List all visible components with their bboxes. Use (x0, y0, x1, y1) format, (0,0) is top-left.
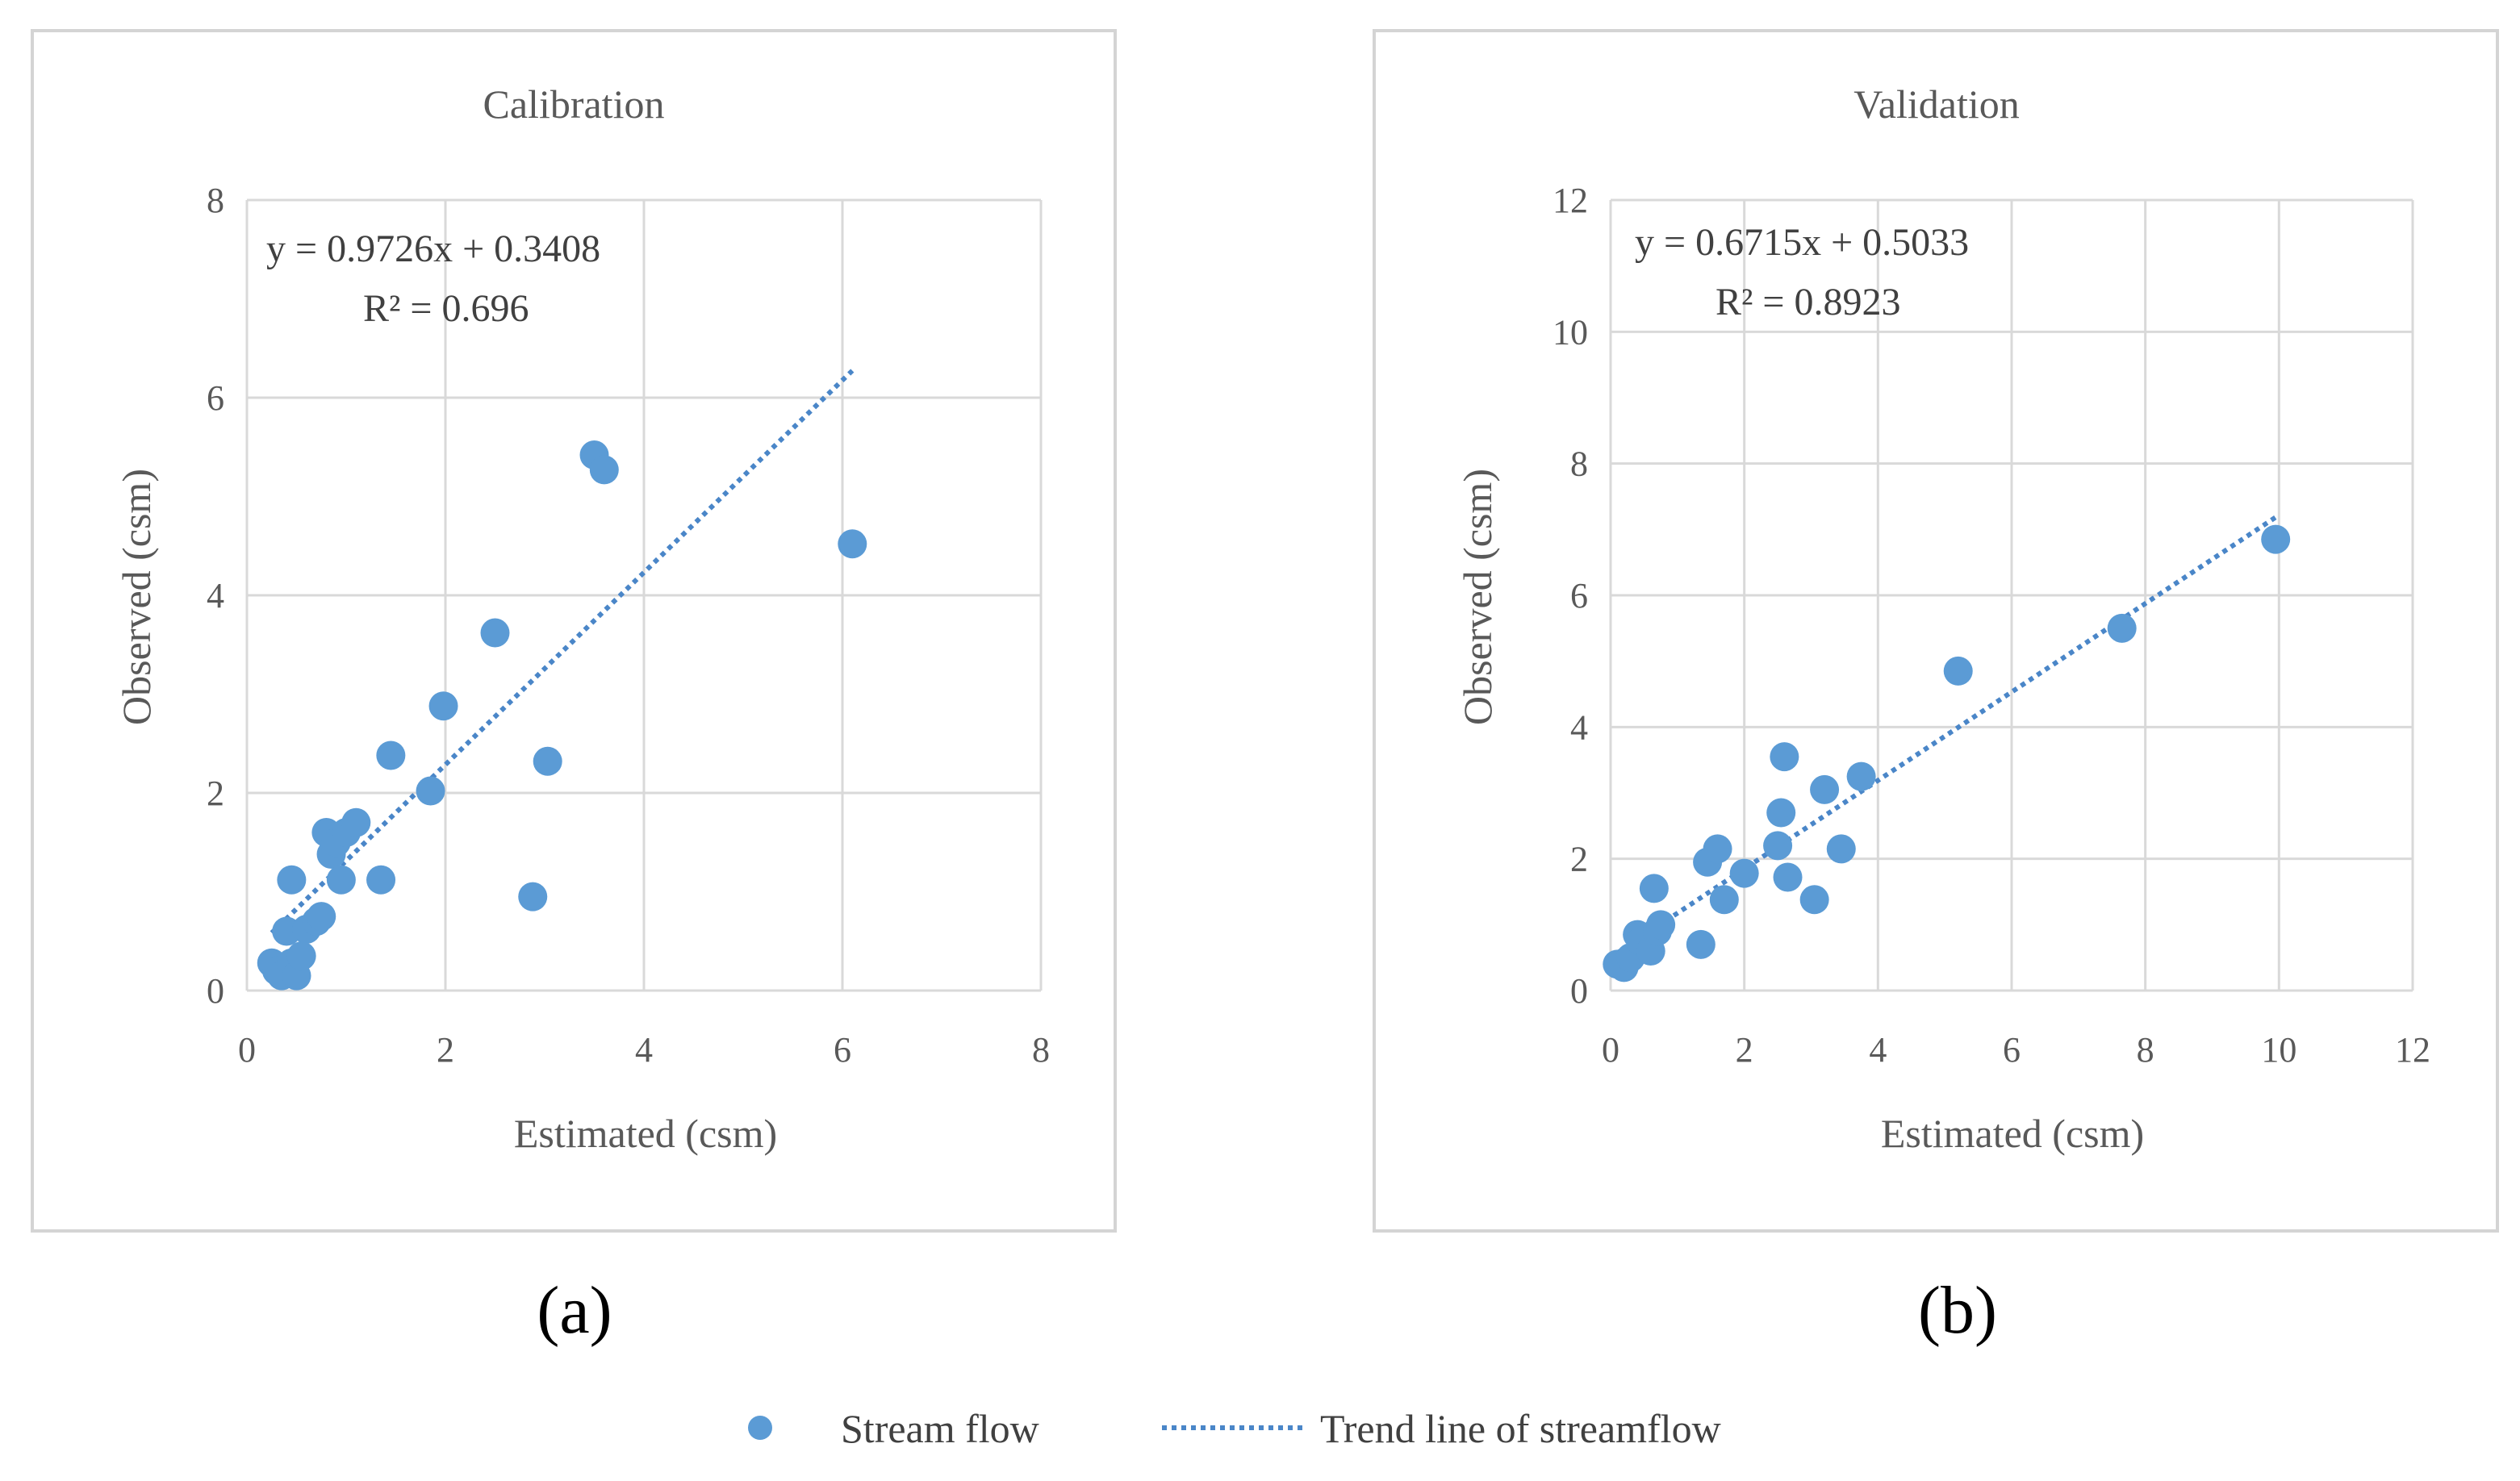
x-axis-title: Estimated (csm) (514, 1111, 777, 1156)
legend-point-marker (748, 1416, 772, 1440)
chart-title: Validation (1853, 81, 2020, 127)
data-point (1763, 831, 1793, 861)
y-tick-label: 6 (207, 378, 224, 418)
x-tick-label: 4 (635, 1030, 653, 1070)
data-point (518, 882, 548, 912)
data-point (589, 455, 619, 485)
data-point (1773, 862, 1803, 892)
data-point (1729, 858, 1759, 888)
x-tick-label: 0 (1602, 1030, 1619, 1070)
equation-label: y = 0.9726x + 0.3408 (266, 227, 600, 270)
data-point (1770, 742, 1799, 772)
y-tick-label: 12 (1553, 181, 1588, 220)
legend-trend-label: Trend line of streamflow (1320, 1406, 1721, 1451)
legend: Stream flow Trend line of streamflow (748, 1406, 1721, 1451)
x-tick-label: 4 (1869, 1030, 1887, 1070)
data-point (1846, 761, 1876, 791)
y-tick-label: 4 (207, 576, 224, 615)
x-tick-label: 2 (437, 1030, 454, 1070)
data-points (257, 440, 867, 991)
data-point (1943, 656, 1973, 686)
data-point (1709, 885, 1739, 915)
data-point (326, 865, 356, 895)
data-point (1686, 929, 1716, 959)
legend-point-label: Stream flow (841, 1406, 1039, 1451)
data-point (1646, 910, 1676, 940)
data-point (1799, 885, 1829, 915)
y-tick-label: 4 (1570, 707, 1588, 747)
data-point (1826, 834, 1856, 864)
chart-frame (1373, 29, 2499, 1233)
data-point (2261, 524, 2291, 554)
r-squared-label: R² = 0.8923 (1716, 281, 1900, 323)
x-axis-title: Estimated (csm) (1881, 1111, 2144, 1156)
y-tick-label: 0 (1570, 971, 1588, 1011)
x-tick-label: 8 (2137, 1030, 2154, 1070)
x-tick-label: 8 (1032, 1030, 1050, 1070)
data-point (307, 902, 336, 932)
y-tick-label: 2 (207, 774, 224, 813)
equation-label: y = 0.6715x + 0.5033 (1635, 221, 1969, 264)
x-tick-label: 6 (2003, 1030, 2021, 1070)
data-point (286, 941, 316, 971)
data-point (428, 691, 458, 721)
x-tick-label: 0 (238, 1030, 256, 1070)
data-point (366, 865, 396, 895)
r-squared-label: R² = 0.696 (363, 287, 529, 330)
chart-frame (31, 29, 1117, 1233)
data-point (341, 807, 371, 837)
gridlines (1609, 198, 2414, 992)
y-tick-label: 8 (1570, 444, 1588, 484)
x-tick-label: 10 (2261, 1030, 2296, 1070)
calibration-chart: Calibration 0 2 4 6 8 0 2 4 6 8 Estimated (csm) O… (31, 29, 1117, 1233)
y-tick-label: 2 (1570, 840, 1588, 879)
data-point (1766, 798, 1796, 828)
x-tick-label: 2 (1736, 1030, 1753, 1070)
data-points (1603, 524, 2291, 982)
panel-label-a: (a) (537, 1273, 612, 1348)
tick-labels: 0 2 4 6 8 0 2 4 6 8 (207, 181, 1050, 1070)
x-tick-label: 6 (834, 1030, 851, 1070)
data-point (277, 865, 307, 895)
data-point (1639, 874, 1669, 903)
y-tick-label: 6 (1570, 576, 1588, 615)
x-tick-label: 12 (2395, 1030, 2430, 1070)
y-axis-title: Observed (csm) (1455, 469, 1500, 725)
data-point (838, 529, 867, 559)
y-tick-label: 10 (1553, 312, 1588, 352)
data-point (376, 740, 406, 770)
y-tick-label: 0 (207, 971, 224, 1011)
panel-label-b: (b) (1918, 1273, 1997, 1348)
data-point (1703, 834, 1732, 864)
data-point (533, 746, 562, 776)
data-point (1810, 774, 1840, 804)
y-axis-title: Observed (csm) (114, 469, 159, 725)
data-point (416, 776, 445, 806)
data-point (2107, 613, 2137, 643)
data-point (480, 618, 510, 648)
chart-title: Calibration (483, 81, 665, 127)
tick-labels: 0 2 4 6 8 10 12 0 2 4 6 8 10 12 (1553, 181, 2430, 1070)
validation-chart: Validation 0 2 4 6 8 10 12 0 2 4 6 8 10 12 Estimated … (1373, 29, 2499, 1233)
y-tick-label: 8 (207, 181, 224, 220)
gridlines (245, 198, 1043, 992)
